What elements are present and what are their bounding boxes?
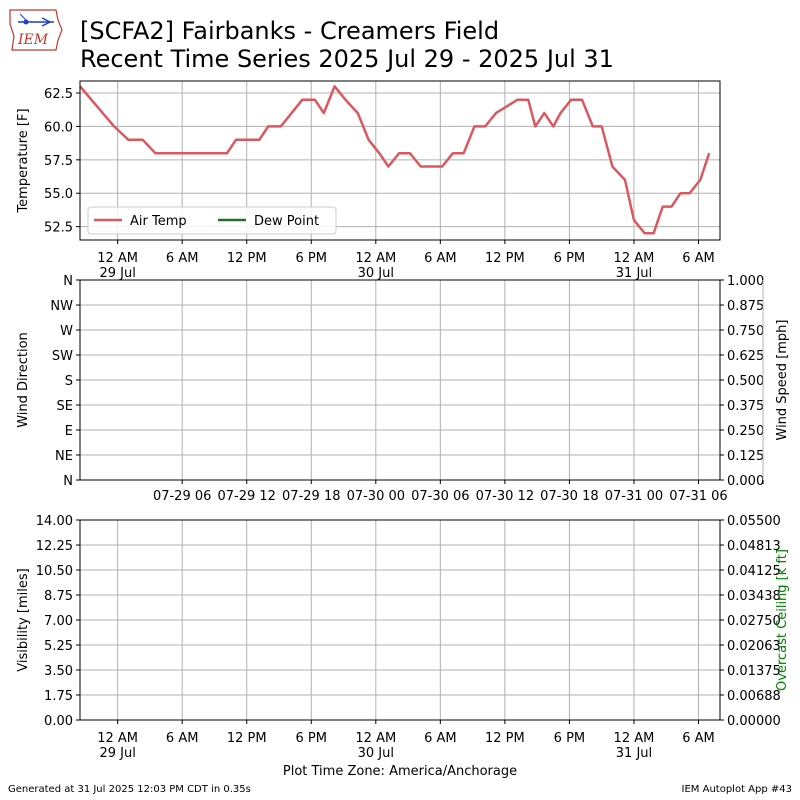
- panel1-xtick-label: 12 AM: [97, 251, 138, 266]
- panel3-xtick-label: 12 AM: [355, 731, 396, 746]
- panel2-ytick-label: W: [60, 324, 73, 339]
- panel2-xtick-label: 07-30 12: [476, 489, 534, 504]
- iem-logo: IEM: [9, 9, 63, 51]
- panel2-ytick-label: NE: [55, 449, 73, 464]
- panel2-y2label: Wind Speed [mph]: [775, 320, 790, 441]
- panel3-y2tick-label: 0.01375: [727, 664, 781, 679]
- panel2-xtick-label: 07-29 06: [153, 489, 211, 504]
- panel1-xtick-label: 12 PM: [485, 251, 525, 266]
- panel1-xtick-sublabel: 29 Jul: [99, 266, 135, 281]
- panel2-xtick-label: 07-30 00: [347, 489, 405, 504]
- panel2-ytick-label: N: [63, 474, 73, 489]
- panel1-ytick-label: 60.0: [44, 120, 73, 135]
- panel3-y2tick-label: 0.04125: [727, 564, 781, 579]
- panel2-y2tick-label: 1.000: [727, 274, 764, 289]
- panel3-xtick-label: 12 PM: [485, 731, 525, 746]
- panel1-xtick-label: 6 PM: [554, 251, 585, 266]
- panel2-y2tick-label: 0.750: [727, 324, 764, 339]
- panel1-frame: [79, 80, 721, 241]
- generated-timestamp: Generated at 31 Jul 2025 12:03 PM CDT in…: [8, 784, 251, 795]
- panel2-ytick-label: SE: [57, 399, 73, 414]
- panel3-ytick-label: 10.50: [36, 564, 73, 579]
- app-label: IEM Autoplot App #43: [681, 784, 792, 795]
- panel3-ytick-label: 14.00: [36, 514, 73, 529]
- panel3-ytick-label: 7.00: [44, 614, 73, 629]
- panel2-frame: [79, 279, 721, 481]
- panel3-xtick-sublabel: 29 Jul: [99, 746, 135, 761]
- panel3-ytick-label: 12.25: [36, 539, 73, 554]
- panel2-y2tick-label: 0.125: [727, 449, 764, 464]
- panel2-y2tick-label: 0.500: [727, 374, 764, 389]
- panel2-y2tick-label: 0.875: [727, 299, 764, 314]
- panel2-ytick-label: NW: [50, 299, 73, 314]
- panel1-xtick-label: 12 PM: [227, 251, 267, 266]
- panel1-xtick-label: 6 AM: [424, 251, 457, 266]
- panel2-ytick-label: SW: [52, 349, 73, 364]
- panel1-xtick-label: 6 AM: [682, 251, 715, 266]
- panel2-xtick-label: 07-30 18: [540, 489, 598, 504]
- panel3-xtick-label: 6 AM: [166, 731, 199, 746]
- series-line-air-temp: [79, 85, 711, 235]
- panel1-ytick-label: 62.5: [44, 87, 73, 102]
- panel1-ylabel: Temperature [F]: [16, 108, 31, 213]
- panel2-xtick-label: 07-29 18: [282, 489, 340, 504]
- panel3-y2tick-label: 0.00000: [727, 714, 781, 729]
- panel3-y2tick-label: 0.05500: [727, 514, 781, 529]
- panel3-xtick-label: 12 PM: [227, 731, 267, 746]
- logo-text: IEM: [17, 32, 49, 48]
- panel3-xtick-label: 6 PM: [296, 731, 327, 746]
- panel3-ytick-label: 5.25: [44, 639, 73, 654]
- panel2-ylabel: Wind Direction: [16, 332, 31, 428]
- panel3-xtick-label: 12 AM: [614, 731, 655, 746]
- panel2-xtick-label: 07-30 06: [411, 489, 469, 504]
- legend-label-air-temp: Air Temp: [130, 214, 187, 229]
- panel3-y2tick-label: 0.04813: [727, 539, 781, 554]
- panel3-y2tick-label: 0.02063: [727, 639, 781, 654]
- panel1-ytick-label: 52.5: [44, 221, 73, 236]
- panel3-xtick-label: 12 AM: [97, 731, 138, 746]
- panel1-xtick-label: 12 AM: [355, 251, 396, 266]
- legend-label-dew-point: Dew Point: [254, 214, 319, 229]
- panel2-xtick-label: 07-31 00: [605, 489, 663, 504]
- panel2-ytick-label: N: [63, 274, 73, 289]
- panel3-frame: [79, 519, 721, 721]
- panel2-xtick-label: 07-29 12: [217, 489, 275, 504]
- legend-box: [87, 206, 337, 235]
- panel1-xtick-sublabel: 31 Jul: [616, 266, 652, 281]
- panel3-xtick-label: 6 AM: [424, 731, 457, 746]
- panel2-ytick-label: E: [65, 424, 73, 439]
- panel3-y2label: Overcast Ceiling [k ft]: [775, 549, 790, 691]
- panel3-y2tick-label: 0.03438: [727, 589, 781, 604]
- panel2-xtick-label: 07-31 06: [669, 489, 727, 504]
- timezone-label: Plot Time Zone: America/Anchorage: [282, 764, 518, 779]
- panel3-xtick-sublabel: 31 Jul: [616, 746, 652, 761]
- panel1-ytick-label: 55.0: [44, 187, 73, 202]
- chart-title-line-1: [SCFA2] Fairbanks - Creamers Field: [80, 17, 500, 45]
- panel3-xtick-label: 6 AM: [682, 731, 715, 746]
- panel2-y2tick-label: 0.250: [727, 424, 764, 439]
- panel3-ylabel: Visibility [miles]: [16, 568, 31, 671]
- chart-title-line-2: Recent Time Series 2025 Jul 29 - 2025 Ju…: [80, 45, 614, 73]
- panel3-y2tick-label: 0.02750: [727, 614, 781, 629]
- panel2-ytick-label: S: [65, 374, 73, 389]
- panel2-y2tick-label: 0.000: [727, 474, 764, 489]
- panel1-xtick-sublabel: 30 Jul: [358, 266, 394, 281]
- panel2-y2tick-label: 0.375: [727, 399, 764, 414]
- panel3-y2tick-label: 0.00688: [727, 689, 781, 704]
- panel1-xtick-label: 6 PM: [296, 251, 327, 266]
- panel3-ytick-label: 1.75: [44, 689, 73, 704]
- panel3-xtick-sublabel: 30 Jul: [358, 746, 394, 761]
- panel1-xtick-label: 12 AM: [614, 251, 655, 266]
- panel3-xtick-label: 6 PM: [554, 731, 585, 746]
- panel3-ytick-label: 3.50: [44, 664, 73, 679]
- panel1-xtick-label: 6 AM: [166, 251, 199, 266]
- panel3-ytick-label: 8.75: [44, 589, 73, 604]
- panel3-ytick-label: 0.00: [44, 714, 73, 729]
- panel2-y2tick-label: 0.625: [727, 349, 764, 364]
- panel1-ytick-label: 57.5: [44, 154, 73, 169]
